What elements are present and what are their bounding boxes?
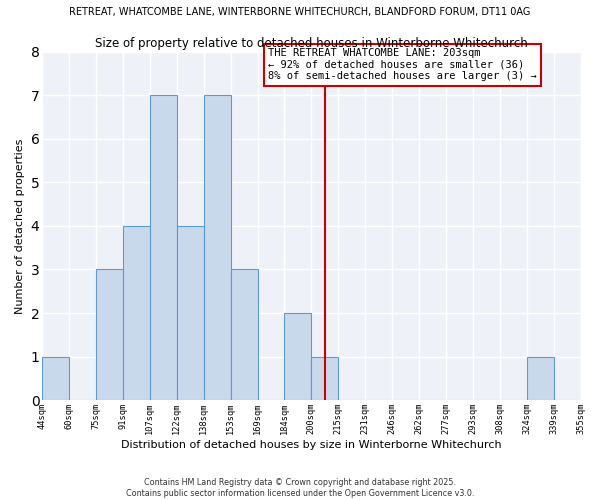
Bar <box>203 95 230 400</box>
Bar <box>284 313 311 400</box>
X-axis label: Distribution of detached houses by size in Winterborne Whitechurch: Distribution of detached houses by size … <box>121 440 502 450</box>
Bar <box>42 356 69 400</box>
Text: RETREAT, WHATCOMBE LANE, WINTERBORNE WHITECHURCH, BLANDFORD FORUM, DT11 0AG: RETREAT, WHATCOMBE LANE, WINTERBORNE WHI… <box>70 8 530 18</box>
Bar <box>311 356 338 400</box>
Title: Size of property relative to detached houses in Winterborne Whitechurch: Size of property relative to detached ho… <box>95 38 528 51</box>
Y-axis label: Number of detached properties: Number of detached properties <box>15 138 25 314</box>
Bar <box>177 226 203 400</box>
Bar <box>150 95 177 400</box>
Text: THE RETREAT WHATCOMBE LANE: 203sqm
← 92% of detached houses are smaller (36)
8% : THE RETREAT WHATCOMBE LANE: 203sqm ← 92%… <box>268 48 537 82</box>
Text: Contains HM Land Registry data © Crown copyright and database right 2025.
Contai: Contains HM Land Registry data © Crown c… <box>126 478 474 498</box>
Bar <box>96 270 123 400</box>
Bar <box>123 226 150 400</box>
Bar <box>527 356 554 400</box>
Bar <box>230 270 257 400</box>
